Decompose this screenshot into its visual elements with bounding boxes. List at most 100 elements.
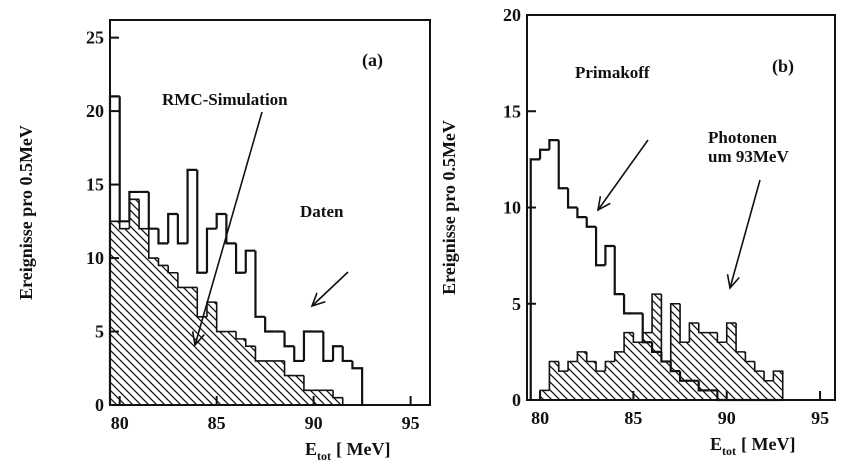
hatched-bar xyxy=(568,361,578,400)
histogram-step xyxy=(650,342,662,353)
y-tick-label: 10 xyxy=(503,198,521,218)
x-tick-label: 85 xyxy=(208,413,226,433)
hatched-bar xyxy=(652,294,662,400)
hatched-outline xyxy=(138,199,149,230)
hatched-bar xyxy=(717,342,727,400)
y-tick-label: 0 xyxy=(95,395,104,415)
histogram-step xyxy=(234,243,246,274)
histogram-step xyxy=(118,96,130,223)
histogram-step xyxy=(225,213,237,245)
hatched-bar xyxy=(549,361,559,400)
x-tick-label: 80 xyxy=(531,408,549,428)
y-tick-label: 0 xyxy=(512,390,521,410)
hatched-outline xyxy=(651,293,662,333)
x-label-unit: [ MeV] xyxy=(336,439,390,459)
hatched-bar xyxy=(745,361,755,400)
hatched-bar xyxy=(586,361,597,400)
arrow-head xyxy=(726,274,740,290)
hatched-bar xyxy=(614,351,625,400)
x-tick-label: 95 xyxy=(402,413,420,433)
hatched-outline xyxy=(585,351,597,363)
hatched-bar xyxy=(265,360,275,405)
histogram-step xyxy=(697,380,709,392)
histogram-step xyxy=(548,139,559,150)
hatched-bar xyxy=(284,375,295,405)
hatched-bar xyxy=(670,303,681,400)
histogram-step xyxy=(341,346,353,363)
y-tick-label: 25 xyxy=(86,28,104,48)
histogram-step xyxy=(128,190,140,222)
panel-label: (a) xyxy=(362,50,383,71)
histogram-step xyxy=(157,228,169,245)
annotation-arrow xyxy=(311,271,349,307)
x-label-symbol: E xyxy=(710,434,722,454)
hatched-outline xyxy=(623,331,634,352)
hatched-bar xyxy=(245,346,256,405)
hatched-bar xyxy=(236,338,246,405)
hatched-outline xyxy=(303,375,314,392)
hatched-bar xyxy=(274,360,285,405)
series-annotation: Daten xyxy=(300,202,344,221)
y-axis-label: Ereignisse pro 0.5MeV xyxy=(16,125,36,300)
histogram-step xyxy=(594,226,606,267)
hatched-outline xyxy=(679,303,690,344)
x-tick-label: 90 xyxy=(305,413,323,433)
hatched-outline xyxy=(341,397,353,406)
histogram-step xyxy=(622,294,634,315)
hatched-bar xyxy=(754,371,765,400)
hatched-outline xyxy=(167,265,178,274)
hatched-outline xyxy=(753,361,765,372)
hatched-bar xyxy=(577,351,587,400)
y-tick-label: 20 xyxy=(86,101,104,121)
hatched-bar xyxy=(764,380,774,400)
hatched-outline xyxy=(763,371,774,382)
hatched-bar xyxy=(110,221,120,405)
x-tick-label: 95 xyxy=(811,408,829,428)
hatched-bar xyxy=(255,360,266,405)
hatched-bar xyxy=(540,390,550,400)
hatched-bar xyxy=(726,323,737,400)
histogram-step xyxy=(196,169,207,274)
arrow-head xyxy=(596,196,611,212)
x-label-symbol: E xyxy=(305,439,317,459)
y-tick-label: 10 xyxy=(86,248,104,268)
histogram-step xyxy=(538,148,550,160)
annotation-arrow xyxy=(597,139,649,211)
hatched-bar xyxy=(148,258,159,405)
hatched-bar xyxy=(177,287,188,405)
hatched-bar xyxy=(642,332,653,400)
hatched-bar xyxy=(323,390,334,405)
histogram-step xyxy=(293,346,304,363)
hatched-outline xyxy=(744,351,755,363)
hatched-bar xyxy=(158,265,169,405)
y-axis-label: Ereignisse pro 0.5MeV xyxy=(439,120,459,295)
hatched-bar xyxy=(313,390,324,405)
hatched-outline xyxy=(157,258,169,267)
hatched-bar xyxy=(119,228,130,405)
histogram-step xyxy=(566,188,578,209)
hatched-outline xyxy=(697,323,709,334)
hatched-outline xyxy=(215,302,227,333)
series-annotation: Photonen um 93MeV xyxy=(708,128,789,166)
histogram-step xyxy=(613,246,625,296)
hatched-outline xyxy=(576,351,587,362)
annotation-arrow xyxy=(729,179,761,289)
hatched-outline xyxy=(604,360,615,372)
histogram-step xyxy=(302,330,314,361)
hatched-outline xyxy=(557,361,569,372)
hatched-outline xyxy=(235,331,246,340)
hatched-outline xyxy=(669,302,681,362)
histogram-step xyxy=(660,351,671,363)
hatched-outline xyxy=(613,351,625,362)
y-tick-label: 15 xyxy=(86,175,104,195)
histogram-step xyxy=(186,168,198,244)
hatched-bar xyxy=(333,397,343,405)
histogram-step xyxy=(669,361,681,373)
histogram-step xyxy=(244,249,256,273)
y-tick-label: 5 xyxy=(95,322,104,342)
hatched-bar xyxy=(139,228,149,405)
hatched-bar xyxy=(605,361,615,400)
hatched-bar xyxy=(168,272,178,405)
